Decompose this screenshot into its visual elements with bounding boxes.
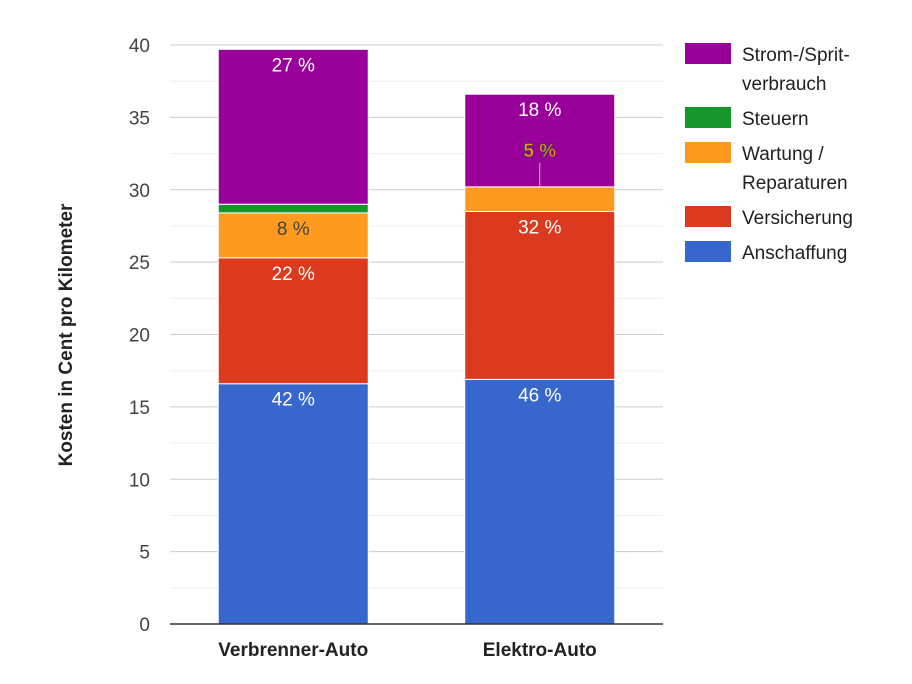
legend-label: Strom-/Sprit-: [742, 45, 850, 66]
data-label-verbrenner-auto-versicherung: 22 %: [272, 264, 315, 285]
bar-segment-verbrenner-auto-steuern[interactable]: [217, 203, 369, 214]
legend-swatch: [685, 142, 731, 163]
bar-segment-verbrenner-auto-anschaffung[interactable]: [217, 383, 369, 625]
x-tick-label-elektro-auto: Elektro-Auto: [483, 640, 597, 661]
bar-segment-verbrenner-auto-wartung-reparaturen[interactable]: [217, 212, 369, 259]
bar-segment-elektro-auto-anschaffung[interactable]: [464, 378, 616, 625]
axes: 0 5 10 15 20 25 30 35 40 Verbrenner-Auto Elektro-A…: [129, 36, 663, 661]
data-label-elektro-auto-versicherung: 32 %: [518, 217, 561, 238]
data-label-elektro-auto-wartung-reparaturen: 5 %: [523, 141, 556, 162]
data-labels: 42 % 22 % 8 % 27 % 46 % 32 % 5 % 18 %: [272, 55, 562, 410]
legend-swatch: [685, 206, 731, 227]
y-tick-label: 35: [129, 108, 150, 129]
bar-segment-elektro-auto-versicherung[interactable]: [464, 210, 616, 380]
y-axis-title: Kosten in Cent pro Kilometer: [56, 203, 77, 466]
y-tick-label: 25: [129, 253, 150, 274]
y-tick-label: 20: [129, 326, 150, 347]
bar-segment-elektro-auto-wartung-reparaturen[interactable]: [464, 186, 616, 212]
data-label-verbrenner-auto-wartung-reparaturen: 8 %: [277, 219, 310, 240]
legend-label: Anschaffung: [742, 243, 847, 264]
bars: [217, 48, 616, 625]
data-label-elektro-auto-strom-sprit-verbrauch: 18 %: [518, 100, 561, 121]
y-tick-label: 30: [129, 181, 150, 202]
legend: Strom-/Sprit-verbrauch Steuern Wartung / Re…: [685, 43, 853, 264]
y-tick-label: 15: [129, 398, 150, 419]
data-label-verbrenner-auto-strom-sprit-verbrauch: 27 %: [272, 55, 315, 76]
data-label-verbrenner-auto-anschaffung: 42 %: [272, 390, 315, 411]
y-tick-label: 40: [129, 36, 150, 57]
bar-segment-verbrenner-auto-strom-sprit-verbrauch[interactable]: [217, 48, 369, 205]
y-tick-label: 0: [139, 615, 150, 636]
y-tick-label: 10: [129, 470, 150, 491]
legend-label: verbrauch: [742, 74, 827, 95]
legend-swatch: [685, 43, 731, 64]
data-label-elektro-auto-anschaffung: 46 %: [518, 385, 561, 406]
legend-swatch: [685, 107, 731, 128]
legend-label: Steuern: [742, 109, 809, 130]
legend-label: Wartung /: [742, 144, 824, 165]
bar-segment-verbrenner-auto-versicherung[interactable]: [217, 257, 369, 385]
y-tick-label: 5: [139, 543, 150, 564]
x-tick-label-verbrenner-auto: Verbrenner-Auto: [218, 640, 368, 661]
legend-label: Versicherung: [742, 208, 853, 229]
legend-swatch: [685, 241, 731, 262]
legend-label: Reparaturen: [742, 173, 848, 194]
